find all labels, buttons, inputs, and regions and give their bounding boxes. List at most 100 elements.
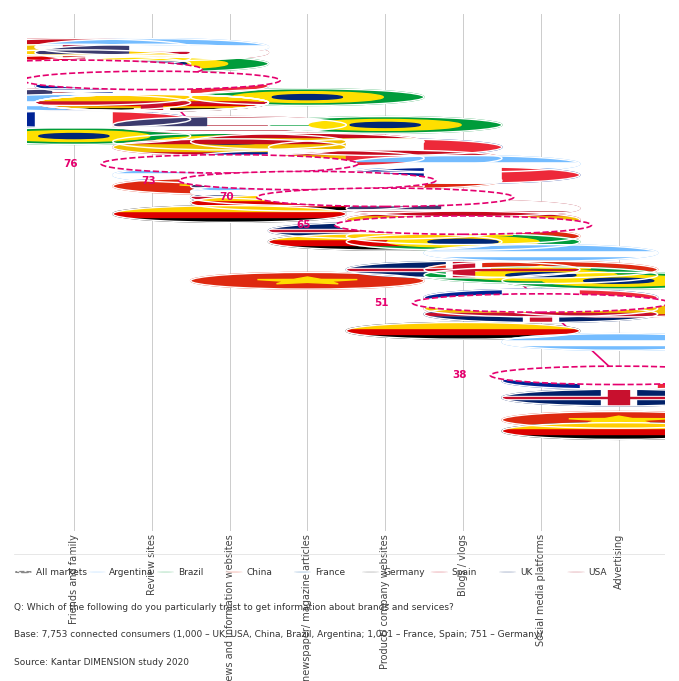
Bar xyxy=(502,289,580,306)
FancyBboxPatch shape xyxy=(424,255,658,262)
Text: Advertising: Advertising xyxy=(614,534,624,589)
Polygon shape xyxy=(257,277,357,284)
Bar xyxy=(0,51,191,54)
Circle shape xyxy=(424,289,658,306)
Bar xyxy=(134,94,169,111)
Bar xyxy=(191,182,424,183)
Circle shape xyxy=(268,234,502,250)
Circle shape xyxy=(0,94,191,111)
Circle shape xyxy=(35,94,268,111)
Text: Brazil: Brazil xyxy=(178,567,203,577)
Polygon shape xyxy=(102,99,202,106)
Circle shape xyxy=(0,111,191,128)
Bar xyxy=(63,44,84,61)
Text: USA: USA xyxy=(589,567,607,577)
Circle shape xyxy=(412,294,669,312)
FancyBboxPatch shape xyxy=(35,100,268,106)
Text: 76: 76 xyxy=(63,159,78,169)
FancyBboxPatch shape xyxy=(502,304,679,313)
Circle shape xyxy=(424,244,658,262)
FancyBboxPatch shape xyxy=(35,107,268,111)
Text: Spain: Spain xyxy=(452,567,477,577)
Circle shape xyxy=(335,216,591,234)
Circle shape xyxy=(225,571,242,573)
FancyBboxPatch shape xyxy=(502,339,679,345)
Bar xyxy=(191,189,424,191)
Bar xyxy=(502,167,580,183)
Circle shape xyxy=(424,306,658,323)
Circle shape xyxy=(350,123,420,127)
Bar xyxy=(0,90,191,91)
Circle shape xyxy=(430,571,447,573)
FancyBboxPatch shape xyxy=(502,313,679,317)
FancyBboxPatch shape xyxy=(268,234,502,239)
Circle shape xyxy=(191,195,424,211)
Circle shape xyxy=(310,119,461,130)
Polygon shape xyxy=(569,416,669,423)
Bar xyxy=(35,50,268,52)
Bar xyxy=(346,204,580,205)
FancyBboxPatch shape xyxy=(424,244,658,250)
Circle shape xyxy=(191,89,424,106)
Circle shape xyxy=(363,571,380,573)
FancyBboxPatch shape xyxy=(191,206,424,211)
Circle shape xyxy=(191,133,424,150)
Bar xyxy=(0,89,50,97)
Polygon shape xyxy=(24,60,124,67)
Bar xyxy=(0,95,191,97)
FancyBboxPatch shape xyxy=(113,143,346,151)
Circle shape xyxy=(0,39,191,55)
FancyBboxPatch shape xyxy=(502,428,679,434)
Circle shape xyxy=(76,59,227,69)
Circle shape xyxy=(0,128,191,144)
Circle shape xyxy=(268,150,502,167)
Bar xyxy=(268,230,502,232)
Circle shape xyxy=(0,50,191,67)
Circle shape xyxy=(428,239,498,244)
FancyBboxPatch shape xyxy=(502,345,679,350)
Circle shape xyxy=(153,136,306,147)
FancyBboxPatch shape xyxy=(346,211,580,215)
FancyBboxPatch shape xyxy=(346,161,580,167)
Bar xyxy=(35,53,268,54)
Text: News and information websites: News and information websites xyxy=(225,534,234,681)
Bar xyxy=(601,390,636,406)
Text: Product/ company websites: Product/ company websites xyxy=(380,534,390,669)
Text: 65: 65 xyxy=(297,220,311,230)
FancyBboxPatch shape xyxy=(191,195,424,200)
Circle shape xyxy=(191,189,424,206)
Circle shape xyxy=(35,94,268,111)
Bar xyxy=(113,121,346,122)
Bar xyxy=(141,94,162,111)
Circle shape xyxy=(272,95,342,99)
Circle shape xyxy=(194,139,265,144)
Circle shape xyxy=(113,206,346,222)
Circle shape xyxy=(543,275,679,286)
Circle shape xyxy=(113,206,346,222)
Bar xyxy=(502,397,679,398)
Bar xyxy=(346,206,580,208)
Circle shape xyxy=(0,50,191,67)
FancyBboxPatch shape xyxy=(113,178,346,183)
Bar xyxy=(424,167,502,183)
FancyBboxPatch shape xyxy=(191,183,424,189)
FancyBboxPatch shape xyxy=(346,223,580,228)
Circle shape xyxy=(88,571,105,573)
Circle shape xyxy=(268,222,502,239)
Circle shape xyxy=(502,300,679,317)
Bar xyxy=(346,167,424,183)
Circle shape xyxy=(35,94,268,111)
Circle shape xyxy=(502,411,679,428)
Bar xyxy=(424,313,658,315)
Text: Friends and family: Friends and family xyxy=(69,534,79,624)
FancyBboxPatch shape xyxy=(113,211,346,217)
FancyBboxPatch shape xyxy=(113,206,346,211)
FancyBboxPatch shape xyxy=(35,106,268,111)
Circle shape xyxy=(0,39,191,55)
Bar xyxy=(268,150,346,167)
FancyBboxPatch shape xyxy=(191,200,424,206)
Text: 73: 73 xyxy=(141,176,155,186)
FancyBboxPatch shape xyxy=(0,100,191,106)
Circle shape xyxy=(35,39,268,55)
FancyBboxPatch shape xyxy=(424,300,658,304)
